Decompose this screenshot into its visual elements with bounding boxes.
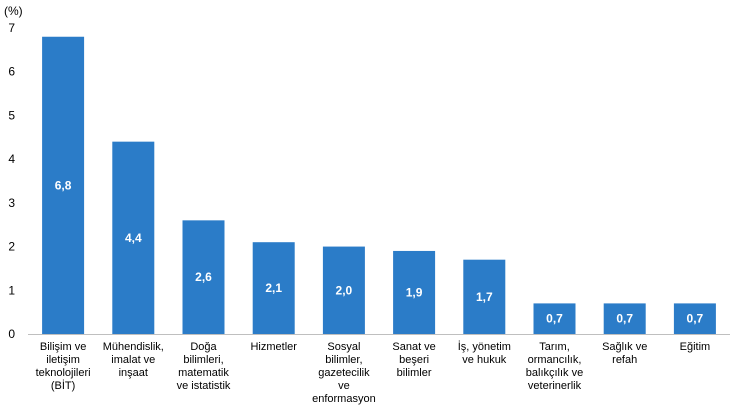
bar	[322, 246, 365, 334]
bar	[252, 242, 295, 334]
x-tick-label-line: inşaat	[119, 367, 148, 379]
x-tick-label-line: İş, yönetim	[458, 340, 511, 353]
bar	[533, 303, 576, 334]
x-tick-label-line: iletişim	[46, 354, 80, 366]
x-tick-label-line: bilimler,	[325, 354, 362, 366]
x-tick-label-line: Mühendislik,	[103, 341, 164, 353]
x-tick-label: Bilişim ve iletişim teknolojileri (BİT)	[36, 341, 91, 392]
x-tick-label-line: imalat ve	[111, 354, 155, 366]
y-tick-label: 1	[8, 283, 15, 297]
y-axis-ticks: 0 1 2 3 4 5 6 7	[8, 21, 15, 341]
bar	[182, 220, 225, 334]
data-label: 2,0	[336, 283, 353, 297]
x-tick-label-line: Bilişim ve	[40, 341, 86, 353]
x-tick-label-line: balıkçılık ve	[526, 367, 583, 379]
x-tick-label-line: bilimleri,	[183, 354, 223, 366]
x-tick-label: Sosyal bilimler, gazetecilik ve enformasyon	[312, 341, 376, 405]
y-tick-label: 3	[8, 196, 15, 210]
bar	[112, 141, 155, 334]
x-tick-label-line: ve istatistik	[177, 380, 231, 392]
data-label: 0,7	[687, 312, 704, 326]
y-tick-label: 0	[8, 327, 15, 341]
data-label: 1,9	[406, 285, 423, 299]
x-tick-label-line: teknolojileri	[36, 367, 91, 379]
x-tick-label-line: gazetecilik	[318, 367, 370, 379]
x-tick-label-line: Sağlık ve	[602, 341, 647, 353]
x-tick-label-line: Sanat ve	[392, 341, 435, 353]
x-tick-label: Mühendislik, imalat ve inşaat	[103, 341, 164, 379]
x-tick-label: Sağlık ve refah	[602, 341, 647, 366]
bar	[673, 303, 716, 334]
y-tick-label: 5	[8, 108, 15, 122]
x-tick-label-line: matematik	[178, 367, 229, 379]
x-tick-label-line: Eğitim	[680, 341, 711, 353]
x-tick-label: Sanat ve beşeri bilimler	[392, 341, 435, 379]
x-tick-label: Eğitim	[680, 341, 711, 353]
bar	[42, 36, 85, 334]
x-tick-label: Hizmetler	[250, 341, 297, 353]
x-tick-label-line: ormancılık,	[528, 354, 582, 366]
data-label: 6,8	[55, 178, 72, 192]
x-tick-label-line: Sosyal	[327, 341, 360, 353]
y-tick-label: 7	[8, 21, 15, 35]
x-tick-label-line: refah	[612, 354, 637, 366]
x-tick-label: Doğa bilimleri, matematik ve istatistik	[177, 341, 231, 392]
data-label: 0,7	[546, 312, 563, 326]
x-tick-label-line: bilimler	[397, 367, 432, 379]
data-label: 0,7	[616, 312, 633, 326]
x-tick-label-line: veterinerlik	[528, 380, 582, 392]
data-label: 2,6	[195, 270, 212, 284]
y-tick-label: 2	[8, 240, 15, 254]
x-tick-label-line: ve	[338, 380, 350, 392]
y-axis-unit-label: (%)	[4, 4, 23, 18]
y-tick-label: 6	[8, 65, 15, 79]
x-tick-label-line: ve hukuk	[462, 354, 507, 366]
bar	[603, 303, 646, 334]
x-tick-label-line: Tarım,	[539, 341, 570, 353]
x-tick-label-line: (BİT)	[51, 379, 75, 392]
bar	[393, 250, 436, 334]
bar	[463, 259, 506, 334]
data-label: 2,1	[265, 281, 282, 295]
data-label: 4,4	[125, 231, 142, 245]
x-tick-label-line: Doğa	[190, 341, 217, 353]
x-tick-label: Tarım, ormancılık, balıkçılık ve veterinerl…	[526, 341, 583, 392]
x-tick-label: İş, yönetim ve hukuk	[458, 340, 511, 366]
x-tick-label-line: Hizmetler	[250, 341, 297, 353]
y-tick-label: 4	[8, 152, 15, 166]
x-tick-label-line: enformasyon	[312, 393, 376, 405]
data-labels: 6,8 4,4 2,6 2,1 2,0 1,9 1,7 0,7 0,7 0,7	[55, 178, 704, 325]
x-axis-labels: Bilişim ve iletişim teknolojileri (BİT) Mühe…	[36, 340, 711, 405]
x-tick-label-line: beşeri	[399, 354, 429, 366]
data-label: 1,7	[476, 290, 493, 304]
bars	[42, 36, 716, 334]
